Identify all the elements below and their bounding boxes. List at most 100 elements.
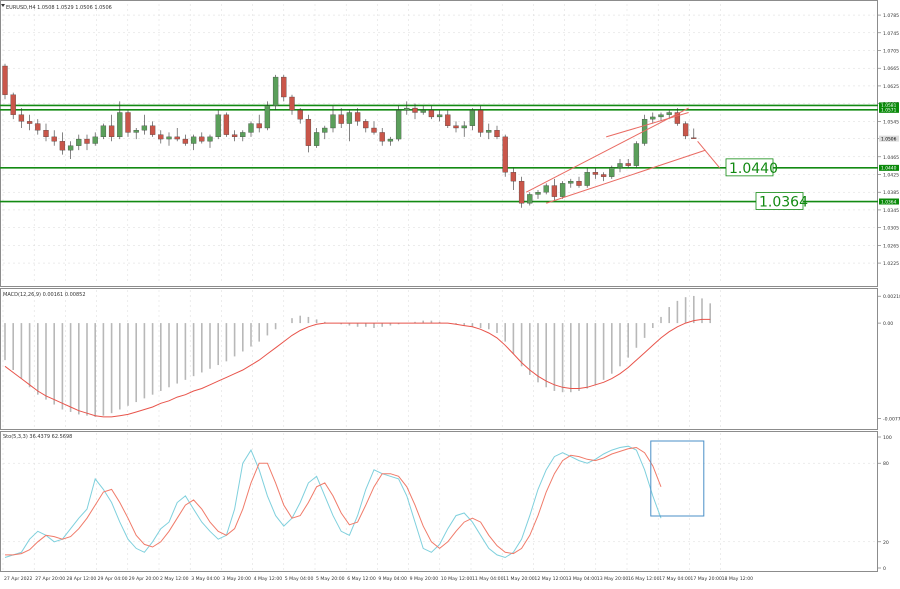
stochastic-main-line [4, 445, 662, 559]
candle-body [379, 132, 385, 142]
time-tick-label: 10 May 12:00 [441, 576, 473, 582]
candle-body [568, 180, 574, 184]
price-tick-label: 1.0425 [883, 173, 899, 179]
macd-tick-label: 0.00 [883, 321, 893, 327]
candle-body [10, 94, 16, 115]
price-panel: 1.0440 1.0364 [0, 63, 878, 211]
projection-line [697, 140, 720, 169]
candle-body [223, 114, 230, 135]
price-tick-label: 1.0705 [883, 49, 899, 55]
candle-body [272, 76, 279, 107]
candle-body [682, 123, 689, 137]
level-price-tag [879, 102, 899, 109]
time-tick-label: 27 Apr 2022 [4, 576, 32, 582]
candle-body [461, 125, 467, 129]
candle-body [108, 125, 115, 138]
price-tick-label: 1.0745 [883, 31, 899, 37]
macd-panel-header: MACD(12,26,9) 0.00161 0.00852 [3, 292, 86, 298]
time-tick-label: 12 May 12:00 [534, 576, 566, 582]
candle-body [674, 112, 681, 124]
candle-body [650, 116, 656, 120]
candle-body [535, 192, 541, 195]
candle-body [26, 121, 33, 124]
candle-body [625, 163, 631, 166]
stochastic-panel [4, 440, 705, 559]
sto-tick-label: 80 [883, 461, 889, 467]
candle-body [43, 130, 49, 138]
time-tick-label: 18 May 12:00 [722, 576, 754, 582]
candle-body [313, 132, 320, 146]
candle-body [305, 118, 312, 146]
time-tick-label: 29 Apr 04:00 [98, 576, 128, 582]
candle-body [576, 180, 582, 186]
level-price-tag-label: 1.0581 [881, 103, 897, 109]
candle-body [264, 105, 271, 129]
time-tick-label: 5 May 20:00 [316, 576, 345, 582]
channel-lower-line [546, 149, 706, 204]
price-panel-header: EURUSD,H4 1.0508 1.0529 1.0506 1.0506 [6, 5, 112, 11]
candle-body [256, 123, 262, 129]
level-annotation-box [725, 158, 774, 177]
level-annotation-box [755, 192, 804, 210]
candle-body [551, 185, 558, 197]
macd-tick-label: 0.00218 [883, 294, 900, 300]
candle-body [445, 114, 451, 126]
time-tick-label: 13 May 04:00 [566, 576, 598, 582]
sto-tick-label: 0 [883, 566, 886, 572]
candle-body [76, 138, 82, 146]
candle-body [215, 114, 221, 138]
candle-body [354, 112, 361, 122]
time-tick-label: 6 May 12:00 [347, 576, 376, 582]
price-tick-label: 1.0385 [883, 190, 899, 196]
macd-tick-label: -0.00773 [883, 416, 900, 422]
time-axis: 27 Apr 2022 27 Apr 20:00 28 Apr 12:00 29 Ap… [4, 576, 753, 582]
dropdown-triangle-icon[interactable] [1, 4, 5, 7]
time-tick-label: 17 May 04:00 [659, 576, 691, 582]
price-tick-label: 1.0265 [883, 243, 899, 249]
current-price-tag [879, 135, 899, 142]
price-tick-label: 1.0305 [883, 226, 899, 232]
candle-body [59, 141, 66, 151]
candle-body [166, 136, 172, 140]
macd-panel [4, 295, 712, 418]
price-axis: 1.07851.07451.07051.06651.06251.05851.05… [878, 13, 900, 572]
price-panel-frame [0, 0, 878, 287]
candle-body [527, 194, 533, 204]
price-tick-label: 1.0225 [883, 261, 899, 267]
time-tick-label: 17 May 20:00 [690, 576, 722, 582]
candle-body [174, 136, 180, 140]
candle-body [633, 143, 640, 166]
time-tick-label: 11 May 20:00 [503, 576, 535, 582]
candle-body [158, 134, 164, 140]
time-tick-label: 5 May 04:00 [285, 576, 314, 582]
candle-body [666, 112, 672, 115]
candle-body [559, 183, 566, 197]
level-annotation-label: 1.0364 [759, 195, 808, 211]
stochastic-signal-line [5, 446, 662, 556]
candle-body [125, 112, 131, 133]
sto-panel-frame [0, 431, 878, 572]
candle-body [281, 76, 287, 98]
candle-body [141, 125, 148, 131]
level-price-tag-label: 1.0571 [881, 108, 897, 114]
candle-body [494, 130, 500, 138]
candle-body [477, 110, 484, 133]
level-price-tag-label: 1.0440 [881, 166, 897, 172]
candle-body [363, 121, 369, 129]
candle-body [322, 127, 328, 133]
candle-body [240, 132, 246, 138]
candle-body [199, 136, 205, 142]
candle-body [338, 114, 344, 124]
time-tick-label: 27 Apr 20:00 [35, 576, 65, 582]
candle-body [600, 174, 607, 177]
candle-body [658, 114, 664, 118]
candle-body [469, 110, 476, 126]
candle-body [518, 180, 525, 204]
sto-panel-header: Sto(5,3,3) 36.4379 62.5698 [3, 434, 72, 440]
candle-body [609, 167, 615, 177]
candle-body [207, 136, 213, 142]
time-tick-label: 29 Apr 20:00 [129, 576, 159, 582]
candle-body [231, 134, 238, 138]
candle-body [691, 137, 697, 139]
